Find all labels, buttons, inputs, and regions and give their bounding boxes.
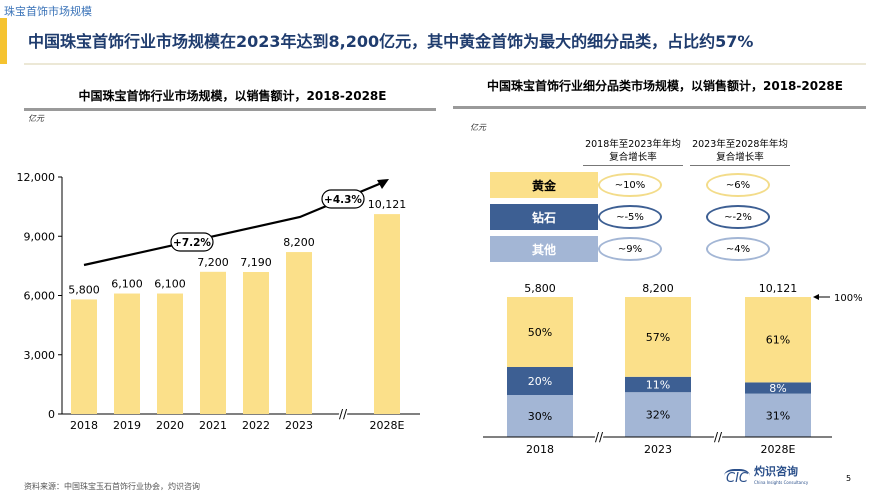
- bar-2021: [200, 271, 226, 414]
- data-label: 5,800: [68, 283, 100, 296]
- total-label: 5,800: [524, 282, 556, 295]
- cagr-header-1: 2018年至2023年年均复合增长率: [583, 138, 683, 166]
- breadcrumb: 珠宝首饰市场规模: [4, 5, 92, 18]
- segment-label: 50%: [528, 326, 552, 339]
- segment-钻石-2018: [507, 367, 573, 395]
- cagr-badge: [321, 189, 365, 209]
- data-label: 8,200: [283, 236, 315, 249]
- page-number: 5: [846, 474, 852, 483]
- logo-subtext: China Insights Consultancy: [754, 480, 809, 485]
- category-2: 其他: [490, 236, 598, 262]
- cagr-value: ~-5%: [598, 205, 662, 229]
- category-0: 黄金: [490, 172, 598, 198]
- segment-label: 20%: [528, 375, 552, 388]
- x-tick-label: 2020: [156, 419, 184, 432]
- x-tick-label: 2023: [644, 443, 672, 456]
- y-tick-label: 9,000: [24, 230, 56, 243]
- left-chart-title: 中国珠宝首饰行业市场规模，以销售额计，2018-2028E: [78, 89, 387, 103]
- cagr-badge: [170, 232, 214, 252]
- category-1: 钻石: [490, 204, 598, 230]
- arrow-head: [377, 179, 389, 189]
- bar-2028E: [374, 214, 400, 414]
- right-unit: 亿元: [470, 123, 486, 132]
- segment-label: 32%: [646, 409, 670, 422]
- segment-钻石-2023: [625, 376, 691, 393]
- bar-2023: [286, 252, 312, 414]
- company-logo: CIC 灼识咨询 China Insights Consultancy: [724, 466, 808, 488]
- axis-break: //: [339, 407, 348, 421]
- total-label: 8,200: [642, 282, 674, 295]
- x-tick-label: 2019: [113, 419, 141, 432]
- x-tick-label: 2021: [199, 419, 227, 432]
- segment-label: 11%: [646, 379, 670, 392]
- bar-2018: [71, 299, 97, 414]
- divider: [24, 63, 866, 65]
- segment-黄金-2023: [625, 297, 691, 377]
- y-tick-label: 3,000: [24, 349, 56, 362]
- segment-黄金-2028E: [745, 297, 811, 383]
- y-tick-label: 0: [48, 408, 55, 421]
- x-tick-label: 2028E: [761, 443, 796, 456]
- x-tick-label: 2018: [70, 419, 98, 432]
- segment-label: 57%: [646, 331, 670, 344]
- segment-label: 31%: [766, 409, 790, 422]
- cagr-badge-label: +4.3%: [324, 194, 362, 206]
- right-chart-title: 中国珠宝首饰行业细分品类市场规模，以销售额计，2018-2028E: [487, 79, 843, 93]
- cagr-value: ~9%: [598, 237, 662, 261]
- data-label: 6,100: [111, 278, 143, 291]
- axis-break: //: [595, 430, 604, 444]
- segment-黄金-2018: [507, 297, 573, 367]
- axis-break: //: [714, 430, 723, 444]
- segment-label: 61%: [766, 334, 790, 347]
- x-tick-label: 2022: [242, 419, 270, 432]
- logo-text: 灼识咨询: [754, 465, 798, 478]
- y-tick-label: 12,000: [17, 171, 56, 184]
- x-tick-label: 2023: [285, 419, 313, 432]
- cagr-badge-label: +7.2%: [173, 237, 211, 249]
- segment-其他-2023: [625, 392, 691, 437]
- right-title-rule: [453, 106, 866, 109]
- segment-label: 8%: [769, 382, 786, 395]
- page-title: 中国珠宝首饰行业市场规模在2023年达到8,200亿元，其中黄金首饰为最大的细分…: [28, 32, 754, 51]
- bar-2022: [243, 271, 269, 414]
- cagr-value: ~6%: [706, 173, 770, 197]
- bar-2019: [114, 293, 140, 414]
- left-title-rule: [24, 108, 436, 111]
- segment-label: 30%: [528, 410, 552, 423]
- x-tick-label: 2018: [526, 443, 554, 456]
- marker-arrow-head: [813, 294, 819, 300]
- source-note: 资料来源：中国珠宝玉石首饰行业协会，灼识咨询: [24, 482, 200, 491]
- cagr-header-2: 2023年至2028年年均复合增长率: [690, 138, 790, 166]
- bar-2020: [157, 293, 183, 414]
- data-label: 6,100: [154, 278, 186, 291]
- x-tick-label: 2028E: [370, 419, 405, 432]
- accent-bar: [0, 18, 7, 64]
- cagr-value: ~10%: [598, 173, 662, 197]
- data-label: 10,121: [368, 198, 407, 211]
- data-label: 7,200: [197, 256, 229, 269]
- left-unit: 亿元: [28, 114, 44, 123]
- data-label: 7,190: [240, 256, 272, 269]
- segment-其他-2018: [507, 395, 573, 437]
- logo-mark: CIC: [724, 468, 750, 486]
- segment-钻石-2028E: [745, 382, 811, 394]
- y-tick-label: 6,000: [24, 290, 56, 303]
- total-marker-label: 100%: [834, 293, 863, 304]
- segment-其他-2028E: [745, 393, 811, 437]
- total-label: 10,121: [759, 282, 798, 295]
- cagr-value: ~4%: [706, 237, 770, 261]
- cagr-value: ~-2%: [706, 205, 770, 229]
